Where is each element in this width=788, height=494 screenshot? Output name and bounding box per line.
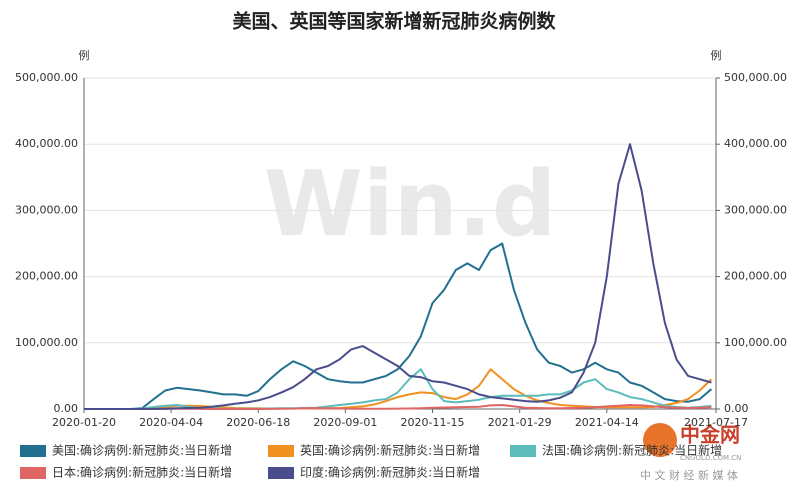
series-line bbox=[84, 368, 713, 410]
legend-label: 日本:确诊病例:新冠肺炎:当日新增 bbox=[52, 465, 232, 480]
legend-swatch bbox=[510, 445, 536, 457]
legend-swatch bbox=[20, 467, 46, 479]
y2-tick-label: 500,000.00 bbox=[724, 71, 787, 84]
x-tick-label: 2020-11-15 bbox=[401, 416, 465, 429]
logo-icon bbox=[643, 423, 677, 457]
y-tick-label: 300,000.00 bbox=[15, 203, 78, 216]
y2-tick-label: 100,000.00 bbox=[724, 336, 787, 349]
logo-site: CNGOLD.COM.CN bbox=[680, 454, 741, 462]
legend-swatch bbox=[268, 467, 294, 479]
x-tick-label: 2021-01-29 bbox=[488, 416, 552, 429]
y2-axis-label: 例 bbox=[711, 48, 722, 62]
y-tick-label: 200,000.00 bbox=[15, 270, 78, 283]
series-line bbox=[84, 242, 713, 410]
x-tick-label: 2021-07-17 bbox=[684, 416, 748, 429]
legend-label: 法国:确诊病例:新冠肺炎:当日新增 bbox=[542, 443, 722, 458]
y2-tick-label: 200,000.00 bbox=[724, 270, 787, 283]
y-tick-label: 500,000.00 bbox=[15, 71, 78, 84]
x-tick-label: 2020-06-18 bbox=[226, 416, 290, 429]
y-tick-label: 100,000.00 bbox=[15, 336, 78, 349]
logo-slogan: 中 文 财 经 新 媒 体 bbox=[640, 468, 738, 482]
series-line bbox=[84, 143, 712, 410]
y2-tick-label: 400,000.00 bbox=[724, 137, 787, 150]
series-line bbox=[84, 368, 712, 410]
legend-swatch bbox=[268, 445, 294, 457]
legend-label: 印度:确诊病例:新冠肺炎:当日新增 bbox=[300, 465, 480, 480]
y-tick-label: 0.00 bbox=[54, 402, 79, 415]
x-tick-label: 2021-04-14 bbox=[575, 416, 639, 429]
legend-label: 英国:确诊病例:新冠肺炎:当日新增 bbox=[300, 443, 480, 458]
logo-name: 中金网 bbox=[680, 423, 740, 447]
chart-title: 美国、英国等国家新增新冠肺炎病例数 bbox=[232, 10, 556, 33]
y2-tick-label: 0.00 bbox=[724, 402, 749, 415]
legend-swatch bbox=[20, 445, 46, 457]
logo: 中金网 CNGOLD.COM.CN 中 文 财 经 新 媒 体 bbox=[640, 423, 741, 483]
x-tick-label: 2020-01-20 bbox=[52, 416, 116, 429]
legend-label: 美国:确诊病例:新冠肺炎:当日新增 bbox=[52, 443, 232, 458]
y-tick-label: 400,000.00 bbox=[15, 137, 78, 150]
x-tick-label: 2020-09-01 bbox=[313, 416, 377, 429]
x-tick-label: 2020-04-04 bbox=[139, 416, 203, 429]
y-axis-label: 例 bbox=[79, 48, 90, 62]
y2-tick-label: 300,000.00 bbox=[724, 203, 787, 216]
watermark: Win.d bbox=[264, 152, 557, 257]
